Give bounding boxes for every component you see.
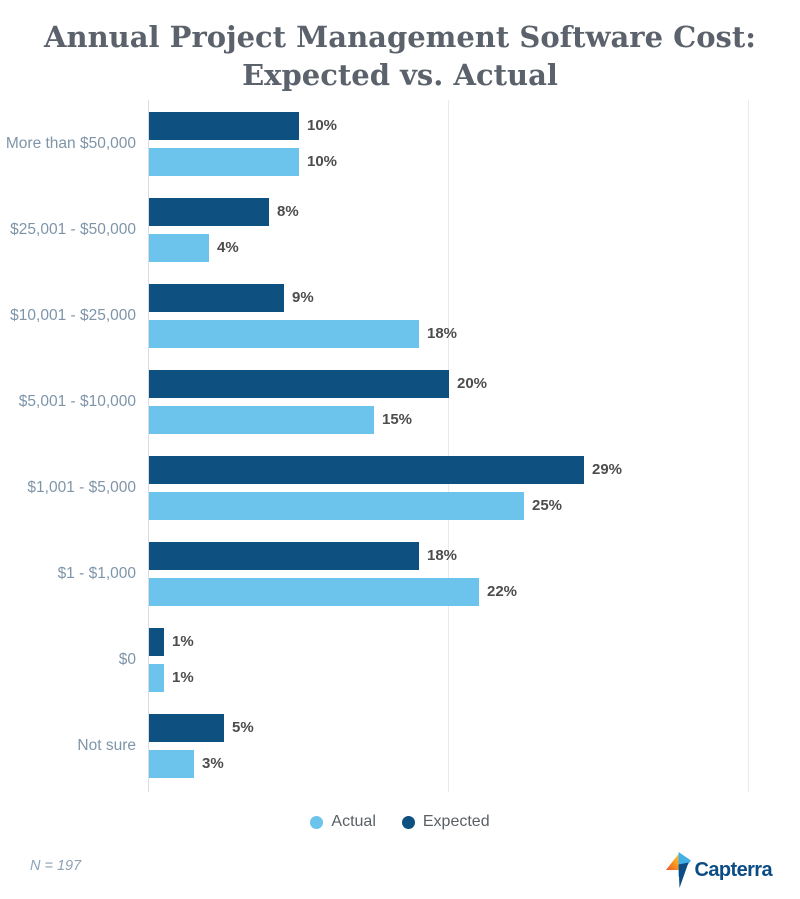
bar-actual xyxy=(149,406,374,434)
category-label: $1 - $1,000 xyxy=(57,565,136,582)
bar-expected xyxy=(149,628,164,656)
bar-value-label: 8% xyxy=(277,203,299,220)
bar-actual xyxy=(149,664,164,692)
legend-item-expected: Expected xyxy=(401,813,490,831)
category-label: More than $50,000 xyxy=(5,135,136,152)
bar-value-label: 18% xyxy=(427,547,458,564)
gridline xyxy=(448,100,449,792)
bar-value-label: 4% xyxy=(217,239,239,256)
bar-actual xyxy=(149,492,524,520)
bar-expected xyxy=(149,370,449,398)
bar-actual xyxy=(149,750,194,778)
bar-expected xyxy=(149,198,269,226)
bar-actual xyxy=(149,578,479,606)
bar-value-label: 1% xyxy=(172,633,194,650)
bar-value-label: 15% xyxy=(382,411,413,428)
bar-value-label: 1% xyxy=(172,669,194,686)
chart-title: Annual Project Management Software Cost:… xyxy=(0,18,800,94)
bar-actual xyxy=(149,234,209,262)
legend: Actual Expected xyxy=(0,813,800,831)
bar-value-label: 29% xyxy=(592,461,623,478)
bar-value-label: 18% xyxy=(427,325,458,342)
legend-expected-label: Expected xyxy=(422,813,490,830)
bar-value-label: 20% xyxy=(457,375,488,392)
category-label: Not sure xyxy=(77,737,136,754)
legend-swatch-expected xyxy=(401,815,415,829)
bar-expected xyxy=(149,112,299,140)
bar-expected xyxy=(149,284,284,312)
category-label: $5,001 - $10,000 xyxy=(18,393,136,410)
bar-value-label: 10% xyxy=(307,153,338,170)
capterra-logo-icon xyxy=(665,852,691,888)
gridline xyxy=(748,100,749,792)
category-label: $10,001 - $25,000 xyxy=(10,307,136,324)
bar-value-label: 25% xyxy=(532,497,563,514)
chart-title-line2: Expected vs. Actual xyxy=(242,58,558,92)
capterra-wordmark: Capterra xyxy=(694,858,773,881)
gridline xyxy=(148,100,149,792)
legend-item-actual: Actual xyxy=(310,813,376,831)
bar-expected xyxy=(149,542,419,570)
bar-value-label: 22% xyxy=(487,583,518,600)
category-label: $25,001 - $50,000 xyxy=(10,221,136,238)
bar-value-label: 9% xyxy=(292,289,314,306)
bar-value-label: 3% xyxy=(202,755,224,772)
bar-actual xyxy=(149,148,299,176)
sample-size-note: N = 197 xyxy=(30,858,82,874)
bar-value-label: 10% xyxy=(307,117,338,134)
bar-actual xyxy=(149,320,419,348)
legend-actual-label: Actual xyxy=(331,813,376,830)
capterra-logo: Capterra xyxy=(665,851,773,889)
bar-expected xyxy=(149,714,224,742)
bar-expected xyxy=(149,456,584,484)
bar-value-label: 5% xyxy=(232,719,254,736)
category-label: $1,001 - $5,000 xyxy=(27,479,136,496)
chart-title-line1: Annual Project Management Software Cost: xyxy=(44,20,756,54)
legend-swatch-actual xyxy=(310,815,324,829)
category-label: $0 xyxy=(118,651,136,668)
